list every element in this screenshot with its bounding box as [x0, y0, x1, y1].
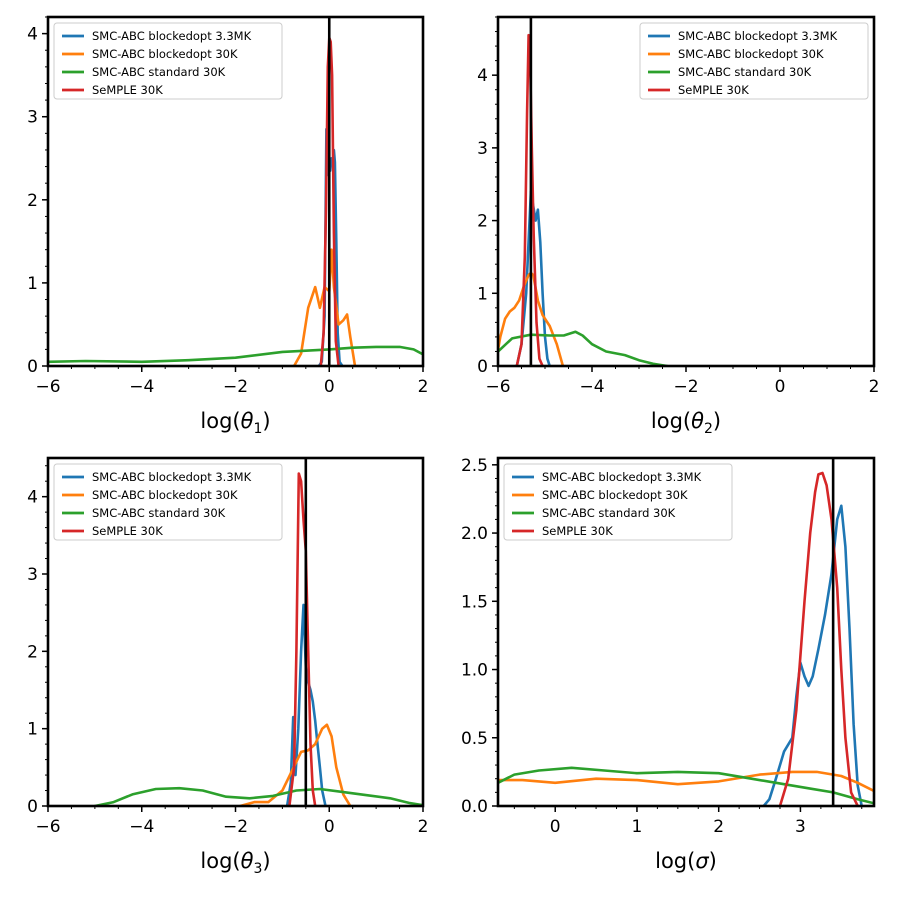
plot-area — [498, 458, 874, 806]
y-tick-label: 0.5 — [461, 729, 488, 749]
plot-area — [48, 17, 423, 366]
x-tick-label: 0 — [324, 817, 335, 837]
x-tick-label: −6 — [35, 377, 60, 397]
y-tick-label: 2.0 — [461, 524, 488, 544]
x-axis-label: log(θ1) — [200, 409, 270, 437]
x-tick-label: −4 — [579, 377, 604, 397]
series-line-1 — [515, 190, 552, 366]
legend-label: SMC-ABC blockedopt 30K — [92, 488, 238, 502]
legend-box — [639, 22, 869, 100]
x-tick-label: 3 — [795, 817, 806, 837]
legend-label: SeMPLE 30K — [542, 524, 613, 538]
x-axis-label: log(θ3) — [200, 849, 270, 877]
series-line-3 — [498, 330, 669, 366]
y-tick-label: 2 — [477, 212, 488, 232]
series-line-3 — [498, 766, 874, 805]
legend-label: SMC-ABC standard 30K — [678, 65, 812, 79]
x-tick-label: 0 — [550, 817, 561, 837]
legend-label: SMC-ABC standard 30K — [92, 65, 226, 79]
x-tick-label: −4 — [129, 377, 154, 397]
legend: SMC-ABC blockedopt 3.3MK SMC-ABC blockedo… — [639, 22, 869, 100]
legend-box — [53, 463, 283, 541]
legend-label: SeMPLE 30K — [92, 83, 163, 97]
y-tick-label: 0 — [27, 357, 38, 377]
y-tick-label: 4 — [27, 488, 38, 508]
series-line-4 — [778, 471, 860, 806]
x-tick-label: −6 — [485, 377, 510, 397]
x-axis-label: log(θ2) — [651, 409, 721, 437]
x-tick-label: −2 — [673, 377, 698, 397]
y-tick-label: 3 — [27, 108, 38, 128]
x-tick-label: −4 — [129, 817, 154, 837]
x-tick-label: 2 — [713, 817, 724, 837]
series-line-3 — [48, 345, 423, 364]
legend-label: SeMPLE 30K — [92, 524, 163, 538]
y-tick-label: 4 — [477, 66, 488, 86]
x-tick-label: 0 — [324, 377, 335, 397]
legend-label: SMC-ABC blockedopt 30K — [92, 47, 238, 61]
x-tick-label: −2 — [223, 817, 248, 837]
y-tick-label: 2 — [27, 191, 38, 211]
legend-label: SMC-ABC blockedopt 3.3MK — [92, 29, 252, 43]
subplot-2: −6 −4 −2 0 2 0 1 2 3 4 log(θ2) SMC-ABC blockedopt 3… — [477, 15, 880, 437]
y-tick-label: 3 — [477, 139, 488, 159]
subplot-3: −6 −4 −2 0 2 0 1 2 3 4 log(θ3) SMC-ABC blockedopt 3… — [27, 456, 429, 877]
y-tick-label: 1.5 — [461, 592, 488, 612]
legend-label: SeMPLE 30K — [678, 83, 749, 97]
legend-label: SMC-ABC blockedopt 30K — [542, 488, 688, 502]
y-tick-label: 1 — [27, 720, 38, 740]
series-line-2 — [498, 770, 874, 793]
legend-label: SMC-ABC blockedopt 30K — [678, 47, 824, 61]
y-tick-label: 1.0 — [461, 661, 488, 681]
axes-frame — [496, 456, 876, 808]
legend-box — [503, 463, 733, 541]
y-tick-label: 0 — [477, 357, 488, 377]
legend: SMC-ABC blockedopt 3.3MK SMC-ABC blockedo… — [53, 463, 283, 541]
legend-label: SMC-ABC standard 30K — [542, 506, 676, 520]
subplot-1: −6 −4 −2 0 2 0 1 2 3 4 log(θ1) SMC-ABC blockedopt 3… — [27, 15, 429, 437]
y-tick-label: 2 — [27, 642, 38, 662]
plot-area — [93, 458, 423, 806]
legend-label: SMC-ABC blockedopt 3.3MK — [542, 470, 702, 484]
x-tick-label: 2 — [418, 817, 429, 837]
y-tick-label: 0 — [27, 797, 38, 817]
legend-label: SMC-ABC blockedopt 3.3MK — [92, 470, 252, 484]
series-line-4 — [288, 472, 317, 806]
x-axis-label: log(σ) — [655, 849, 717, 873]
legend: SMC-ABC blockedopt 3.3MK SMC-ABC blockedo… — [503, 463, 733, 541]
x-tick-label: −6 — [35, 817, 60, 837]
series-line-3 — [93, 786, 423, 806]
x-tick-label: 2 — [869, 377, 880, 397]
legend: SMC-ABC blockedopt 3.3MK SMC-ABC blockedo… — [53, 22, 283, 100]
x-tick-label: 1 — [632, 817, 643, 837]
y-tick-label: 0.0 — [461, 797, 488, 817]
x-tick-label: −2 — [223, 377, 248, 397]
y-tick-label: 4 — [27, 25, 38, 45]
legend-label: SMC-ABC standard 30K — [92, 506, 226, 520]
y-tick-label: 1 — [27, 274, 38, 294]
y-tick-label: 3 — [27, 565, 38, 585]
x-tick-label: 2 — [418, 377, 429, 397]
subplot-4: 0 1 2 3 0.0 0.5 1.0 1.5 2.0 2.5 log(σ) SMC-ABC bloc… — [461, 456, 876, 873]
x-tick-label: 0 — [775, 377, 786, 397]
legend-box — [53, 22, 283, 100]
plot-area — [498, 17, 669, 366]
y-tick-label: 1 — [477, 284, 488, 304]
series-line-1 — [762, 504, 864, 806]
series-line-2 — [498, 271, 565, 366]
y-tick-label: 2.5 — [461, 456, 488, 476]
legend-label: SMC-ABC blockedopt 3.3MK — [678, 29, 838, 43]
